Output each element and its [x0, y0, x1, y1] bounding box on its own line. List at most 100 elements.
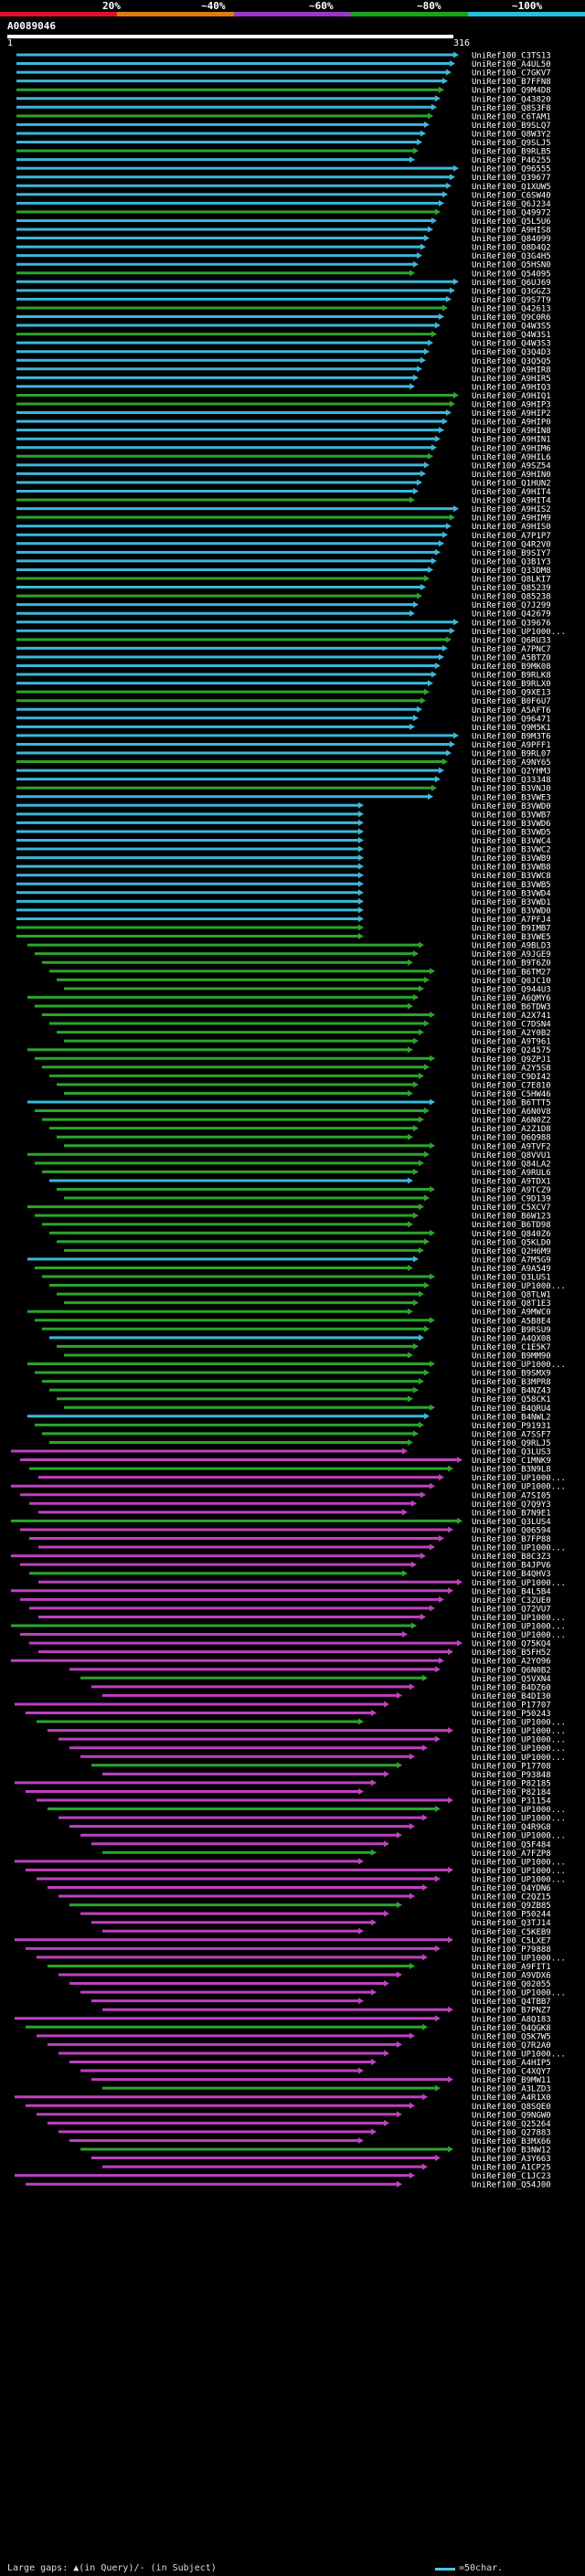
hit-label[interactable]: UniRef100_A9HIS2 — [472, 505, 551, 514]
hit-label[interactable]: UniRef100_A9HIM9 — [472, 514, 551, 524]
hit-label[interactable]: UniRef100_P82184 — [472, 1788, 551, 1797]
hit-label[interactable]: UniRef100_Q3GGZ3 — [472, 287, 551, 296]
hit-label[interactable]: UniRef100_B0F6U7 — [472, 697, 551, 706]
hit-label[interactable]: UniRef100_B9RSU9 — [472, 1326, 551, 1335]
hit-label[interactable]: UniRef100_A9HIN0 — [472, 471, 551, 480]
hit-label[interactable]: UniRef100_Q9M5K1 — [472, 724, 551, 733]
hit-label[interactable]: UniRef100_A9TDX1 — [472, 1177, 551, 1186]
hit-label[interactable]: UniRef100_P17707 — [472, 1701, 551, 1710]
hit-label[interactable]: UniRef100_A9HIS8 — [472, 227, 551, 236]
hit-label[interactable]: UniRef100_B3VWE3 — [472, 793, 551, 802]
hit-label[interactable]: UniRef100_Q75KQ4 — [472, 1640, 551, 1649]
hit-label[interactable]: UniRef100_Q6UJ69 — [472, 279, 551, 288]
hit-label[interactable]: UniRef100_A9HIM6 — [472, 444, 551, 453]
hit-label[interactable]: UniRef100_A9HIN1 — [472, 436, 551, 445]
hit-label[interactable]: UniRef100_C4XQY7 — [472, 2068, 551, 2077]
hit-label[interactable]: UniRef100_Q4W3S5 — [472, 323, 551, 332]
hit-label[interactable]: UniRef100_Q9M4D8 — [472, 87, 551, 96]
hit-label[interactable]: UniRef100_B9M3T6 — [472, 732, 551, 741]
hit-label[interactable]: UniRef100_Q7R2A0 — [472, 2041, 551, 2051]
hit-label[interactable]: UniRef100_Q6Q988 — [472, 1134, 551, 1143]
hit-label[interactable]: UniRef100_A7SI05 — [472, 1491, 551, 1500]
hit-label[interactable]: UniRef100_A9HIL6 — [472, 453, 551, 462]
hit-label[interactable]: UniRef100_B4DZ60 — [472, 1683, 551, 1692]
hit-label[interactable]: UniRef100_C9DI42 — [472, 1073, 551, 1082]
hit-label[interactable]: UniRef100_Q7Q9Y3 — [472, 1500, 551, 1510]
hit-label[interactable]: UniRef100_B3MPR8 — [472, 1378, 551, 1387]
hit-label[interactable]: UniRef100_Q8VVU1 — [472, 1151, 551, 1161]
hit-label[interactable]: UniRef100_Q5L5U6 — [472, 217, 551, 227]
hit-label[interactable]: UniRef100_B3MX66 — [472, 2137, 551, 2147]
hit-label[interactable]: UniRef100_C5HW46 — [472, 1090, 551, 1099]
hit-label[interactable]: UniRef100_B9RLB5 — [472, 148, 551, 157]
hit-label[interactable]: UniRef100_P50243 — [472, 1710, 551, 1719]
hit-label[interactable]: UniRef100_A9HIQ1 — [472, 392, 551, 401]
hit-label[interactable]: UniRef100_A9HIS0 — [472, 523, 551, 532]
hit-label[interactable]: UniRef100_P82185 — [472, 1779, 551, 1788]
hit-label[interactable]: UniRef100_B3VWD5 — [472, 828, 551, 837]
hit-label[interactable]: UniRef100_B9RLX0 — [472, 680, 551, 689]
hit-label[interactable]: UniRef100_B6TM27 — [472, 968, 551, 977]
hit-label[interactable]: UniRef100_B3NW12 — [472, 2147, 551, 2156]
hit-label[interactable]: UniRef100_C3TS13 — [472, 52, 551, 61]
hit-label[interactable]: UniRef100_UP1000... — [472, 1474, 566, 1483]
hit-label[interactable]: UniRef100_B7FP88 — [472, 1535, 551, 1544]
hit-label[interactable]: UniRef100_UP1000... — [472, 1623, 566, 1632]
hit-label[interactable]: UniRef100_Q06594 — [472, 1526, 551, 1535]
hit-label[interactable]: UniRef100_A9HIP0 — [472, 419, 551, 428]
hit-label[interactable]: UniRef100_B9SLQ7 — [472, 122, 551, 131]
hit-label[interactable]: UniRef100_UP1000... — [472, 1736, 566, 1745]
hit-label[interactable]: UniRef100_UP1000... — [472, 1954, 566, 1963]
hit-label[interactable]: UniRef100_Q2YHM3 — [472, 768, 551, 777]
hit-label[interactable]: UniRef100_A9FIT1 — [472, 1963, 551, 1972]
hit-label[interactable]: UniRef100_C7DSN4 — [472, 1021, 551, 1030]
hit-label[interactable]: UniRef100_UP1000... — [472, 1875, 566, 1884]
hit-label[interactable]: UniRef100_UP1000... — [472, 628, 566, 637]
hit-label[interactable]: UniRef100_A4HIP5 — [472, 2059, 551, 2068]
hit-label[interactable]: UniRef100_P79888 — [472, 1945, 551, 1955]
hit-label[interactable]: UniRef100_Q9NGW0 — [472, 2111, 551, 2120]
hit-label[interactable]: UniRef100_B3VWB7 — [472, 811, 551, 820]
hit-label[interactable]: UniRef100_Q1XUW5 — [472, 183, 551, 192]
hit-label[interactable]: UniRef100_A9MWC0 — [472, 1309, 551, 1318]
hit-label[interactable]: UniRef100_B5FH52 — [472, 1648, 551, 1658]
hit-label[interactable]: UniRef100_B3VWD0 — [472, 906, 551, 916]
hit-label[interactable]: UniRef100_A9T961 — [472, 1038, 551, 1047]
hit-label[interactable]: UniRef100_UP1000... — [472, 1614, 566, 1623]
hit-label[interactable]: UniRef100_Q02055 — [472, 1980, 551, 1989]
hit-label[interactable]: UniRef100_B9MK08 — [472, 663, 551, 672]
hit-label[interactable]: UniRef100_A9NY65 — [472, 758, 551, 768]
hit-label[interactable]: UniRef100_A7PFJ4 — [472, 916, 551, 925]
hit-label[interactable]: UniRef100_C1JC23 — [472, 2172, 551, 2181]
hit-label[interactable]: UniRef100_Q39676 — [472, 619, 551, 628]
hit-label[interactable]: UniRef100_UP1000... — [472, 1744, 566, 1754]
hit-label[interactable]: UniRef100_B3VWD1 — [472, 898, 551, 907]
hit-label[interactable]: UniRef100_A9HIT4 — [472, 497, 551, 506]
hit-label[interactable]: UniRef100_Q42613 — [472, 304, 551, 313]
hit-label[interactable]: UniRef100_C7GKV7 — [472, 69, 551, 79]
hit-label[interactable]: UniRef100_A9HIR8 — [472, 366, 551, 375]
hit-label[interactable]: UniRef100_UP1000... — [472, 1483, 566, 1492]
hit-label[interactable]: UniRef100_Q8TLW1 — [472, 1291, 551, 1300]
hit-label[interactable]: UniRef100_B9RL07 — [472, 750, 551, 759]
hit-label[interactable]: UniRef100_A3LZD3 — [472, 2085, 551, 2094]
hit-label[interactable]: UniRef100_Q49972 — [472, 208, 551, 217]
hit-label[interactable]: UniRef100_C6SW40 — [472, 191, 551, 200]
hit-label[interactable]: UniRef100_UP1000... — [472, 1579, 566, 1588]
hit-label[interactable]: UniRef100_Q4R9G8 — [472, 1823, 551, 1832]
hit-label[interactable]: UniRef100_Q42679 — [472, 610, 551, 620]
hit-label[interactable]: UniRef100_A6N0Z2 — [472, 1117, 551, 1126]
hit-label[interactable]: UniRef100_UP1000... — [472, 1815, 566, 1824]
hit-label[interactable]: UniRef100_A9PFF1 — [472, 741, 551, 750]
hit-label[interactable]: UniRef100_B3VWC4 — [472, 837, 551, 846]
hit-label[interactable]: UniRef100_B4QHV3 — [472, 1570, 551, 1579]
hit-label[interactable]: UniRef100_C5XCV7 — [472, 1203, 551, 1213]
hit-label[interactable]: UniRef100_UP1000... — [472, 1832, 566, 1841]
hit-label[interactable]: UniRef100_B6W123 — [472, 1213, 551, 1222]
hit-label[interactable]: UniRef100_B7FFN8 — [472, 78, 551, 87]
hit-label[interactable]: UniRef100_A4QX08 — [472, 1334, 551, 1343]
hit-label[interactable]: UniRef100_Q8S3F8 — [472, 104, 551, 113]
hit-label[interactable]: UniRef100_Q8LKI7 — [472, 576, 551, 585]
hit-label[interactable]: UniRef100_P50244 — [472, 1911, 551, 1920]
hit-label[interactable]: UniRef100_B9RLK8 — [472, 672, 551, 681]
